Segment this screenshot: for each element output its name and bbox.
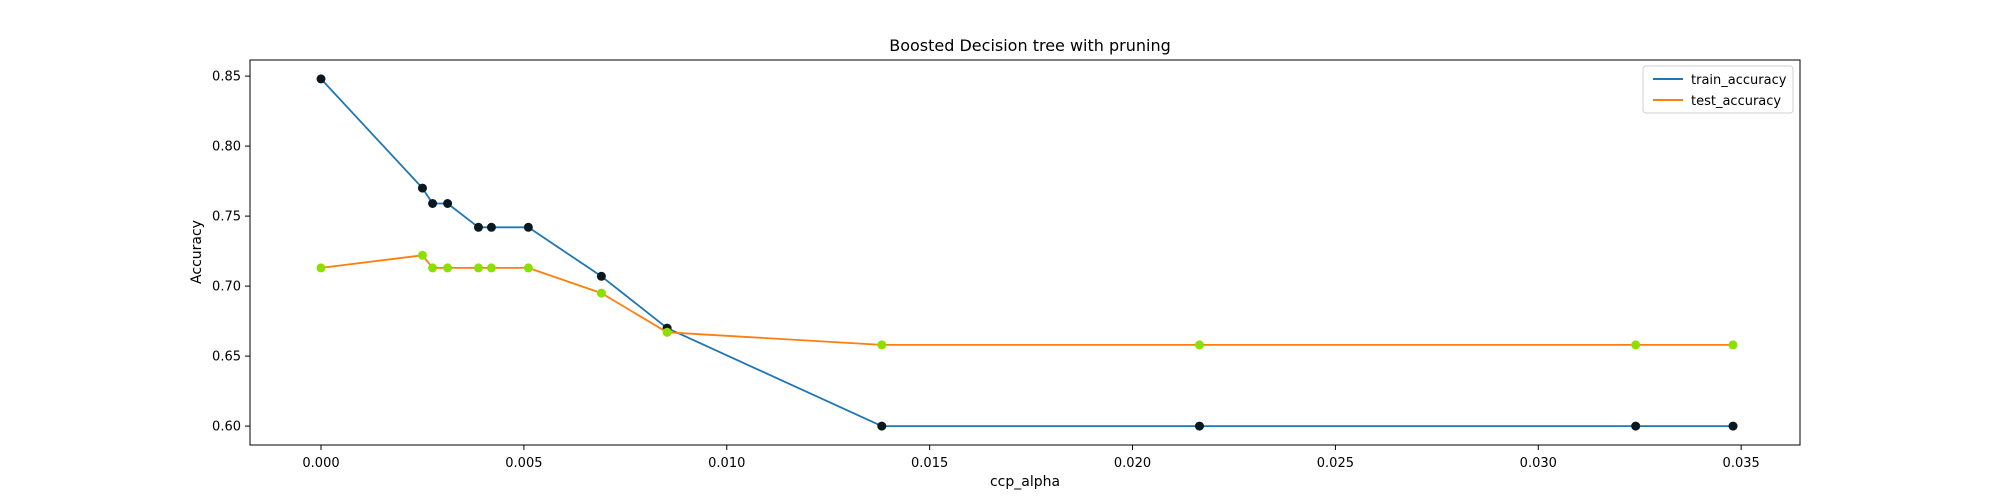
data-point-test-accuracy-3 bbox=[443, 263, 453, 273]
data-point-train-accuracy-5 bbox=[486, 222, 496, 232]
x-tick-label: 0.030 bbox=[1520, 456, 1557, 471]
legend-label-test-accuracy: test_accuracy bbox=[1691, 94, 1781, 109]
data-point-test-accuracy-9 bbox=[877, 340, 887, 350]
data-point-train-accuracy-9 bbox=[877, 421, 887, 431]
data-point-test-accuracy-5 bbox=[486, 263, 496, 273]
data-point-train-accuracy-0 bbox=[316, 74, 326, 84]
data-point-test-accuracy-0 bbox=[316, 263, 326, 273]
x-tick-label: 0.005 bbox=[505, 456, 542, 471]
x-tick-label: 0.035 bbox=[1723, 456, 1760, 471]
legend-box bbox=[1642, 65, 1794, 114]
data-point-train-accuracy-2 bbox=[428, 199, 438, 208]
data-point-test-accuracy-1 bbox=[417, 250, 427, 260]
data-point-test-accuracy-7 bbox=[596, 288, 606, 298]
data-point-test-accuracy-6 bbox=[523, 263, 533, 273]
legend: train_accuracy test_accuracy bbox=[1642, 65, 1794, 114]
data-point-train-accuracy-6 bbox=[523, 222, 533, 232]
x-axis: 0.000 0.005 0.010 0.015 0.020 0.025 0.030 0.035 bbox=[302, 445, 1760, 471]
plot-frame bbox=[249, 59, 1801, 446]
chart-title: Boosted Decision tree with pruning bbox=[889, 36, 1171, 55]
y-tick-label: 0.70 bbox=[212, 280, 241, 295]
y-tick-label: 0.65 bbox=[212, 350, 241, 365]
data-point-train-accuracy-10 bbox=[1194, 421, 1204, 431]
series-line-test-accuracy bbox=[320, 254, 1734, 346]
x-tick-label: 0.020 bbox=[1114, 456, 1151, 471]
series-line-train-accuracy bbox=[320, 78, 1734, 428]
data-point-test-accuracy-4 bbox=[473, 263, 483, 273]
data-point-test-accuracy-10 bbox=[1194, 340, 1204, 350]
y-axis-label: Accuracy bbox=[189, 220, 205, 284]
y-tick-label: 0.85 bbox=[212, 70, 241, 85]
x-tick-label: 0.010 bbox=[708, 456, 745, 471]
data-point-train-accuracy-11 bbox=[1631, 421, 1641, 431]
data-point-train-accuracy-12 bbox=[1728, 421, 1738, 431]
y-tick-label: 0.60 bbox=[212, 420, 241, 435]
data-point-train-accuracy-1 bbox=[417, 183, 427, 193]
x-tick-label: 0.015 bbox=[911, 456, 948, 471]
x-axis-label: ccp_alpha bbox=[990, 474, 1060, 490]
series-layer bbox=[316, 74, 1738, 431]
y-axis: 0.60 0.65 0.70 0.75 0.80 0.85 bbox=[212, 70, 250, 435]
data-point-train-accuracy-4 bbox=[473, 222, 483, 232]
data-point-train-accuracy-3 bbox=[443, 199, 453, 208]
data-point-test-accuracy-8 bbox=[662, 327, 672, 337]
data-point-train-accuracy-7 bbox=[596, 271, 606, 281]
x-tick-label: 0.000 bbox=[302, 456, 339, 471]
y-tick-label: 0.75 bbox=[212, 210, 241, 225]
x-tick-label: 0.025 bbox=[1317, 456, 1354, 471]
data-point-test-accuracy-12 bbox=[1728, 340, 1738, 350]
data-point-test-accuracy-11 bbox=[1631, 340, 1641, 350]
data-point-test-accuracy-2 bbox=[428, 263, 438, 273]
y-tick-label: 0.80 bbox=[212, 140, 241, 155]
legend-label-train-accuracy: train_accuracy bbox=[1691, 73, 1787, 88]
